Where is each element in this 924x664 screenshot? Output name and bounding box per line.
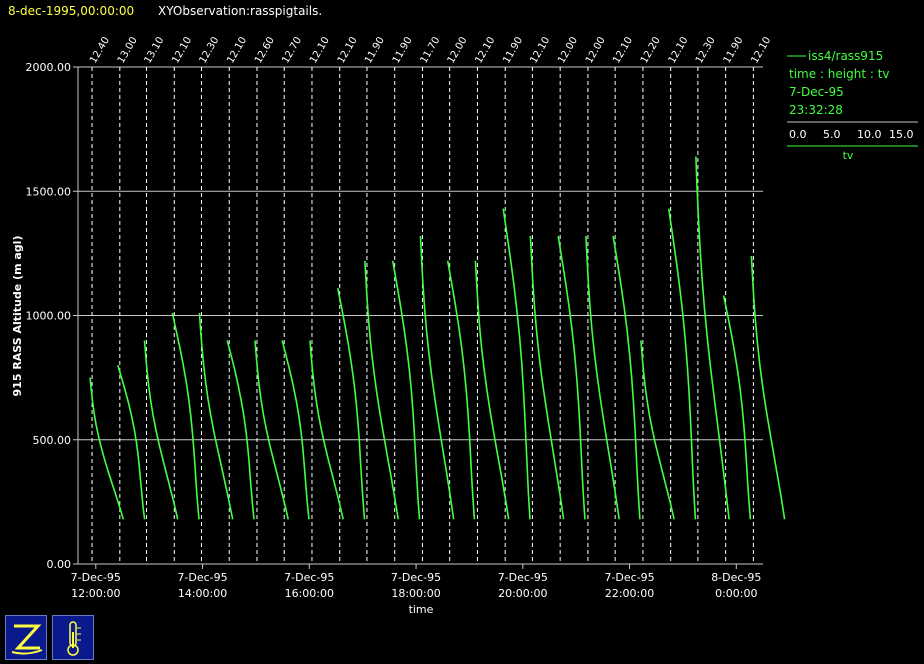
- y-ticks: 0.00 500.00 1000.00 1500.00 2000.00: [26, 61, 78, 571]
- profile-trace: [226, 340, 255, 520]
- x-tick-time: 22:00:00: [605, 587, 654, 600]
- x-tick-time: 20:00:00: [498, 587, 547, 600]
- profile-trace: [667, 208, 697, 520]
- profile-label: 12.30: [694, 35, 718, 65]
- legend-scale-label: tv: [843, 149, 854, 162]
- x-tick-date: 7-Dec-95: [498, 571, 548, 584]
- header-observation: XYObservation:rasspigtails.: [158, 4, 322, 18]
- zebra-logo-icon: [11, 624, 43, 655]
- y-tick-label: 2000.00: [26, 61, 72, 74]
- x-tick-date: 8-Dec-95: [711, 571, 761, 584]
- profile-trace: [364, 260, 399, 520]
- y-tick-label: 1500.00: [26, 185, 72, 198]
- x-tick-date: 7-Dec-95: [71, 571, 121, 584]
- profile-trace: [254, 340, 289, 520]
- profile-trace: [419, 235, 455, 520]
- profile-trace: [529, 235, 565, 520]
- profile-label: 12.10: [474, 35, 498, 65]
- profile-trace: [171, 312, 200, 520]
- profile-label: 12.00: [584, 35, 608, 65]
- profile-labels: 12.40 13.00 13.10 12.10 12.30 12.10 12.60 12.70…: [88, 35, 773, 65]
- profile-label: 12.70: [280, 35, 304, 65]
- profile-trace: [722, 295, 752, 520]
- profile-trace: [143, 340, 179, 520]
- profile-label: 12.10: [170, 35, 194, 65]
- profile-label: 12.10: [749, 35, 773, 65]
- x-tick-time: 0:00:00: [715, 587, 757, 600]
- profile-trace: [474, 260, 510, 520]
- x-tick-time: 12:00:00: [71, 587, 120, 600]
- x-ticks: 7-Dec-95 12:00:00 7-Dec-95 14:00:00 7-Dec-95…: [71, 564, 761, 600]
- legend: iss4/rass915 time : height : tv 7-Dec-95…: [787, 49, 918, 162]
- profile-label: 12.20: [639, 35, 663, 65]
- grid: [78, 66, 763, 441]
- x-tick-time: 14:00:00: [178, 587, 227, 600]
- x-tick-time: 18:00:00: [391, 587, 440, 600]
- legend-series: iss4/rass915: [808, 49, 883, 63]
- profile-label: 12.10: [336, 35, 360, 65]
- legend-scale-1: 5.0: [823, 128, 841, 141]
- profile-traces: [89, 156, 786, 520]
- profile-trace: [336, 288, 366, 520]
- profile-label: 12.10: [611, 35, 635, 65]
- profile-trace: [640, 340, 675, 520]
- profile-trace: [502, 208, 531, 520]
- y-tick-label: 1000.00: [26, 310, 72, 323]
- profile-label: 12.10: [308, 35, 332, 65]
- legend-fields: time : height : tv: [789, 67, 890, 81]
- header-date: 8-dec-1995,00:00:00: [8, 4, 134, 18]
- profile-label: 12.40: [88, 35, 112, 65]
- profile-label: 13.00: [116, 35, 140, 65]
- profile-trace: [446, 260, 476, 520]
- profile-trace: [585, 235, 620, 520]
- zebra-logo-button[interactable]: [5, 615, 47, 660]
- profile-label: 12.10: [528, 35, 552, 65]
- profile-label: 11.90: [363, 35, 387, 65]
- profile-label: 13.10: [143, 35, 167, 65]
- profile-label: 12.60: [253, 35, 277, 65]
- profile-label: 11.90: [722, 35, 746, 65]
- y-tick-label: 500.00: [33, 434, 72, 447]
- profile-label: 12.00: [556, 35, 580, 65]
- profile-trace: [89, 377, 125, 520]
- profile-label: 11.70: [419, 35, 443, 65]
- legend-scale-2: 10.0: [857, 128, 882, 141]
- profile-trace: [557, 235, 586, 520]
- profile-trace: [198, 312, 234, 520]
- y-axis-label: 915 RASS Altitude (m agl): [11, 236, 24, 397]
- profile-trace: [612, 235, 641, 520]
- profile-label: 12.30: [198, 35, 222, 65]
- profile-label: 11.90: [391, 35, 415, 65]
- legend-scale-0: 0.0: [789, 128, 807, 141]
- x-tick-date: 7-Dec-95: [284, 571, 334, 584]
- y-tick-label: 0.00: [47, 558, 72, 571]
- x-tick-time: 16:00:00: [285, 587, 334, 600]
- x-tick-date: 7-Dec-95: [391, 571, 441, 584]
- profile-label: 11.90: [501, 35, 525, 65]
- profile-trace: [695, 156, 730, 520]
- profile-trace: [117, 364, 146, 520]
- profile-label: 12.10: [225, 35, 249, 65]
- thermometer-button[interactable]: [52, 615, 94, 660]
- x-tick-date: 7-Dec-95: [177, 571, 227, 584]
- legend-time: 23:32:28: [789, 103, 843, 117]
- profile-trace: [391, 260, 421, 520]
- profile-trace: [281, 340, 310, 520]
- profile-trace: [309, 340, 344, 520]
- profile-label: 12.10: [667, 35, 691, 65]
- x-axis-label: time: [409, 603, 434, 616]
- legend-scale-3: 15.0: [889, 128, 914, 141]
- legend-date: 7-Dec-95: [789, 85, 844, 99]
- profile-label: 12.00: [446, 35, 470, 65]
- profile-trace: [750, 255, 786, 520]
- thermometer-icon: [67, 621, 81, 656]
- profile-markers: [91, 67, 754, 564]
- x-tick-date: 7-Dec-95: [604, 571, 654, 584]
